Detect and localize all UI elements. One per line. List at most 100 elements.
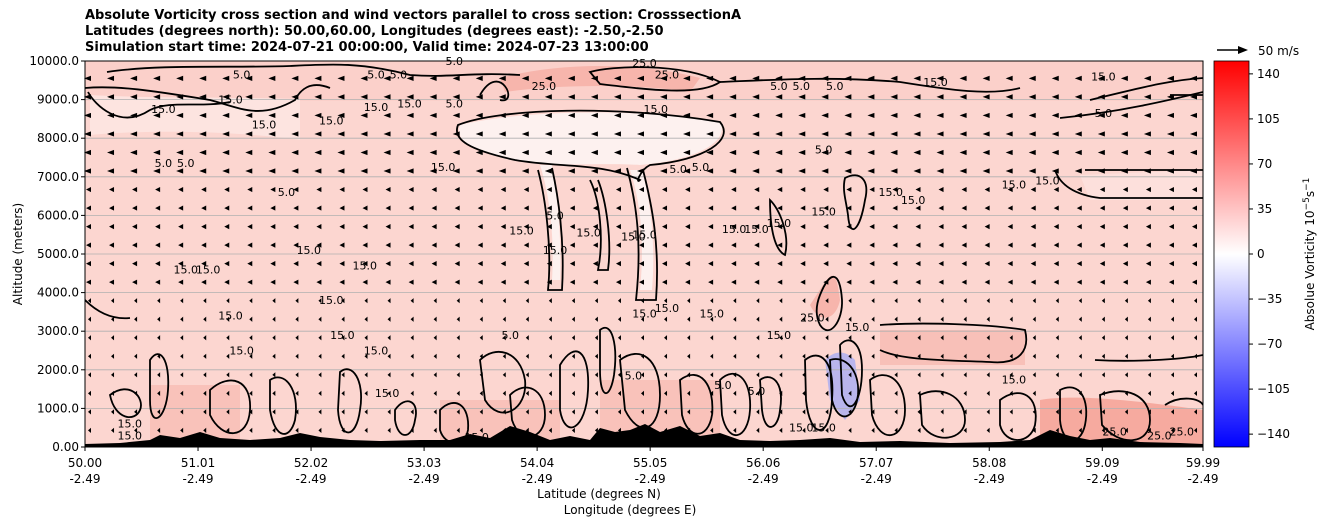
wind-vector-arrow — [752, 149, 760, 156]
wind-vector-arrow — [800, 261, 806, 267]
wind-vector-arrow — [639, 223, 644, 230]
wind-vector-arrow — [639, 279, 644, 285]
wind-vector-arrow — [1030, 186, 1036, 193]
wind-vector-arrow — [1122, 205, 1128, 211]
wind-vector-arrow — [525, 298, 529, 304]
wind-vector-arrow — [617, 298, 621, 304]
wind-vector-arrow — [525, 427, 529, 434]
wind-vector-arrow — [1030, 242, 1036, 248]
wind-vector-arrow — [1168, 261, 1174, 267]
wind-vector-arrow — [963, 316, 967, 322]
y-axis-label: Altitude (meters) — [11, 203, 25, 305]
wind-vector-arrow — [132, 223, 138, 230]
colorbar-tick-label: 140 — [1257, 67, 1280, 81]
contour-label: 15.0 — [375, 387, 400, 400]
wind-vector-arrow — [869, 261, 875, 267]
wind-vector-arrow — [475, 94, 483, 100]
wind-vector-arrow — [249, 427, 253, 434]
wind-vector-arrow — [502, 298, 506, 304]
wind-vector-arrow — [687, 353, 691, 359]
wind-vector-arrow — [571, 390, 575, 396]
wind-vector-arrow — [245, 112, 253, 119]
wind-vector-arrow — [268, 131, 276, 137]
wind-vector-arrow — [894, 372, 898, 378]
wind-vector-arrow — [364, 390, 368, 396]
wind-vector-arrow — [548, 409, 552, 415]
wind-vector-arrow — [339, 205, 345, 211]
contour-label: 25.0 — [632, 57, 657, 70]
wind-vector-arrow — [890, 149, 898, 156]
wind-vector-arrow — [752, 112, 760, 119]
wind-vector-arrow — [155, 223, 161, 230]
wind-vector-arrow — [362, 223, 368, 230]
wind-vector-arrow — [222, 94, 230, 100]
wind-vector-arrow — [272, 390, 276, 396]
wind-vector-arrow — [1168, 242, 1174, 248]
wind-vector-arrow — [1076, 279, 1082, 285]
wind-vector-arrow — [959, 112, 967, 119]
wind-vector-arrow — [1032, 390, 1036, 396]
wind-vector-arrow — [871, 316, 875, 322]
wind-vector-arrow — [341, 353, 345, 359]
wind-vector-arrow — [1055, 390, 1059, 396]
wind-vector-arrow — [571, 372, 575, 378]
wind-vector-arrow — [475, 112, 483, 119]
wind-vector-arrow — [821, 75, 829, 81]
wind-vector-arrow — [733, 427, 737, 434]
x-tick-label-lon: -2.49 — [1087, 472, 1118, 486]
wind-vector-arrow — [1145, 186, 1151, 193]
wind-vector-arrow — [222, 168, 230, 174]
wind-vector-arrow — [431, 261, 437, 267]
wind-vector-arrow — [936, 112, 944, 119]
y-tick-label: 9000.0 — [37, 93, 79, 107]
wind-vector-arrow — [1190, 149, 1197, 156]
contour-labels: 5.0 5.0 5.05.025.025.025.05.0 5.0 5.0 15.0 15.… — [118, 55, 1194, 444]
wind-vector-arrow — [594, 335, 598, 341]
wind-vector-arrow — [203, 353, 207, 359]
wind-vector-arrow — [1051, 75, 1059, 81]
wind-vector-arrow — [637, 131, 644, 137]
wind-vector-arrow — [500, 186, 506, 193]
wind-vector-arrow — [157, 409, 161, 415]
wind-vector-arrow — [199, 168, 207, 174]
contour-label: 15.0 — [353, 259, 378, 272]
wind-vector-arrow — [500, 279, 506, 285]
wind-vector-arrow — [88, 427, 91, 434]
wind-vector-arrow — [779, 372, 783, 378]
wind-vector-arrow — [752, 94, 760, 100]
wind-vector-arrow — [800, 223, 806, 230]
wind-vector-arrow — [825, 298, 829, 304]
wind-vector-arrow — [360, 168, 368, 174]
wind-vector-arrow — [1005, 112, 1013, 119]
contour-label: 5.0 — [390, 68, 408, 81]
wind-vector-arrow — [498, 112, 506, 119]
wind-vector-arrow — [1166, 112, 1174, 119]
wind-vector-arrow — [429, 94, 437, 100]
wind-vector-arrow — [617, 335, 621, 341]
y-tick-label: 8000.0 — [37, 131, 79, 145]
wind-vector-arrow — [546, 205, 552, 211]
wind-vector-arrow — [249, 353, 253, 359]
wind-vector-arrow — [844, 112, 852, 119]
wind-vector-arrow — [1007, 242, 1013, 248]
contour-label: 15.0 — [319, 115, 344, 128]
wind-vector-arrow — [157, 353, 161, 359]
wind-vector-arrow — [594, 316, 598, 322]
wind-vector-arrow — [777, 261, 783, 267]
wind-vector-arrow — [708, 261, 714, 267]
wind-vector-arrow — [1120, 131, 1128, 137]
contour-label: 25.0 — [532, 80, 557, 93]
wind-vector-arrow — [1007, 261, 1013, 267]
wind-vector-arrow — [913, 94, 921, 100]
wind-vector-arrow — [940, 335, 944, 341]
wind-vector-arrow — [959, 94, 967, 100]
y-tick-label: 0.00 — [52, 440, 79, 454]
wind-vector-arrow — [178, 223, 184, 230]
wind-vector-arrow — [109, 261, 115, 267]
wind-vector-arrow — [132, 205, 138, 211]
wind-vector-arrow — [1051, 94, 1059, 100]
colorbar-tick-label: −140 — [1257, 427, 1290, 441]
wind-vector-arrow — [134, 316, 138, 322]
contour-label: 15.0 — [330, 329, 355, 342]
y-tick-label: 3000.0 — [37, 324, 79, 338]
